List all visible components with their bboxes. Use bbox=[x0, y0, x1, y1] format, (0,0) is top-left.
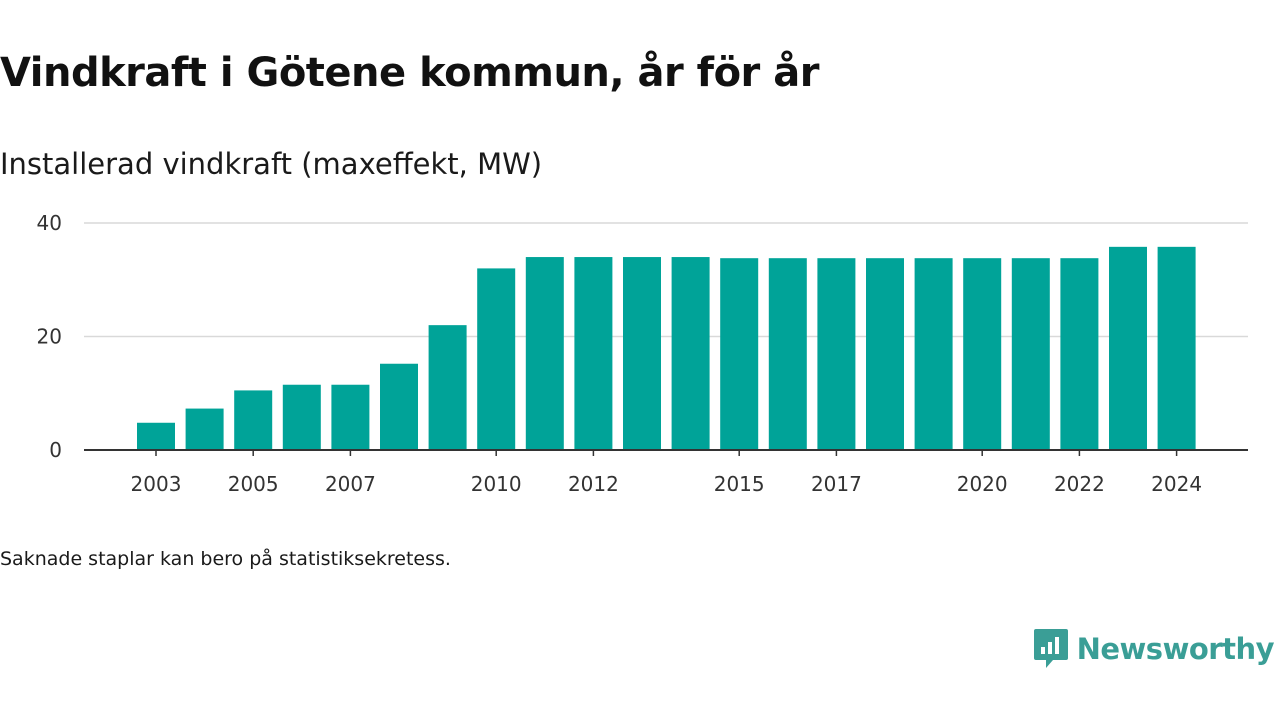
newsworthy-logo-icon bbox=[1033, 629, 1068, 668]
bar bbox=[574, 257, 613, 450]
x-tick-label: 2015 bbox=[714, 472, 765, 496]
bar-chart: 0 20 40 2003 2005 2007 2010 2012 2015 2017 2020 202… bbox=[37, 211, 1248, 496]
bar bbox=[331, 384, 370, 450]
bar bbox=[525, 257, 564, 450]
x-tick-label: 2020 bbox=[957, 472, 1008, 496]
footnote: Saknade staplar kan bero på statistiksek… bbox=[0, 548, 451, 570]
bar bbox=[282, 384, 321, 450]
bar bbox=[914, 258, 953, 450]
brand-name: Newsworthy bbox=[1076, 632, 1275, 666]
x-tick-label: 2003 bbox=[131, 472, 182, 496]
bar bbox=[1109, 246, 1147, 450]
x-tick-label: 2017 bbox=[811, 472, 862, 496]
bar bbox=[1060, 258, 1099, 450]
bar bbox=[1157, 246, 1196, 450]
brand-logo: Newsworthy bbox=[1033, 628, 1275, 670]
x-tick-label: 2005 bbox=[228, 472, 279, 496]
x-tick-label: 2010 bbox=[471, 472, 522, 496]
bar bbox=[428, 325, 467, 450]
y-tick-label: 0 bbox=[49, 438, 62, 462]
bar bbox=[234, 390, 273, 450]
bar bbox=[866, 258, 904, 450]
bar bbox=[623, 257, 661, 450]
gridlines bbox=[84, 222, 1248, 338]
x-tick-label: 2007 bbox=[325, 472, 376, 496]
bar bbox=[380, 363, 418, 450]
bar bbox=[671, 257, 710, 450]
axes: 0 20 40 2003 2005 2007 2010 2012 2015 2017 2020 202… bbox=[37, 211, 1248, 496]
x-tick-label: 2022 bbox=[1054, 472, 1105, 496]
bars bbox=[137, 246, 1196, 450]
bar bbox=[963, 258, 1002, 450]
chart-subtitle: Installerad vindkraft (maxeffekt, MW) bbox=[0, 147, 543, 181]
y-tick-label: 20 bbox=[37, 325, 62, 349]
y-tick-label: 40 bbox=[37, 211, 62, 235]
x-tick-label: 2012 bbox=[568, 472, 619, 496]
x-tick-label: 2024 bbox=[1151, 472, 1202, 496]
bar bbox=[137, 422, 175, 450]
chart-title: Vindkraft i Götene kommun, år för år bbox=[0, 50, 819, 96]
bar bbox=[817, 258, 856, 450]
bar bbox=[1011, 258, 1050, 450]
bar bbox=[477, 268, 516, 450]
bar bbox=[185, 408, 224, 450]
bar bbox=[720, 258, 759, 450]
bar bbox=[768, 258, 807, 450]
